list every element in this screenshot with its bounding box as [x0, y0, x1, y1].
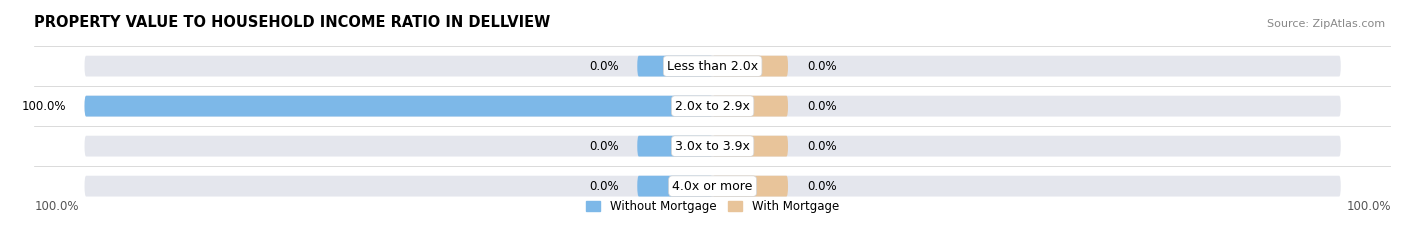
FancyBboxPatch shape [713, 176, 787, 196]
FancyBboxPatch shape [84, 96, 713, 116]
Text: 2.0x to 2.9x: 2.0x to 2.9x [675, 100, 749, 113]
FancyBboxPatch shape [713, 136, 787, 157]
Text: 0.0%: 0.0% [807, 100, 837, 113]
Legend: Without Mortgage, With Mortgage: Without Mortgage, With Mortgage [582, 195, 844, 218]
Text: 0.0%: 0.0% [807, 60, 837, 73]
FancyBboxPatch shape [637, 56, 713, 76]
Text: 0.0%: 0.0% [807, 140, 837, 153]
FancyBboxPatch shape [713, 56, 787, 76]
Text: PROPERTY VALUE TO HOUSEHOLD INCOME RATIO IN DELLVIEW: PROPERTY VALUE TO HOUSEHOLD INCOME RATIO… [34, 15, 551, 30]
FancyBboxPatch shape [637, 176, 713, 196]
Text: 0.0%: 0.0% [589, 60, 619, 73]
Text: 0.0%: 0.0% [807, 180, 837, 193]
FancyBboxPatch shape [84, 56, 1341, 76]
Text: 0.0%: 0.0% [589, 180, 619, 193]
Text: Less than 2.0x: Less than 2.0x [666, 60, 758, 73]
Text: Source: ZipAtlas.com: Source: ZipAtlas.com [1267, 19, 1385, 29]
Text: 100.0%: 100.0% [34, 200, 79, 213]
Text: 0.0%: 0.0% [589, 140, 619, 153]
Text: 4.0x or more: 4.0x or more [672, 180, 752, 193]
FancyBboxPatch shape [84, 136, 1341, 157]
FancyBboxPatch shape [713, 96, 787, 116]
Text: 100.0%: 100.0% [21, 100, 66, 113]
FancyBboxPatch shape [84, 176, 1341, 196]
FancyBboxPatch shape [637, 136, 713, 157]
FancyBboxPatch shape [84, 96, 1341, 116]
Text: 3.0x to 3.9x: 3.0x to 3.9x [675, 140, 749, 153]
Text: 100.0%: 100.0% [1347, 200, 1391, 213]
